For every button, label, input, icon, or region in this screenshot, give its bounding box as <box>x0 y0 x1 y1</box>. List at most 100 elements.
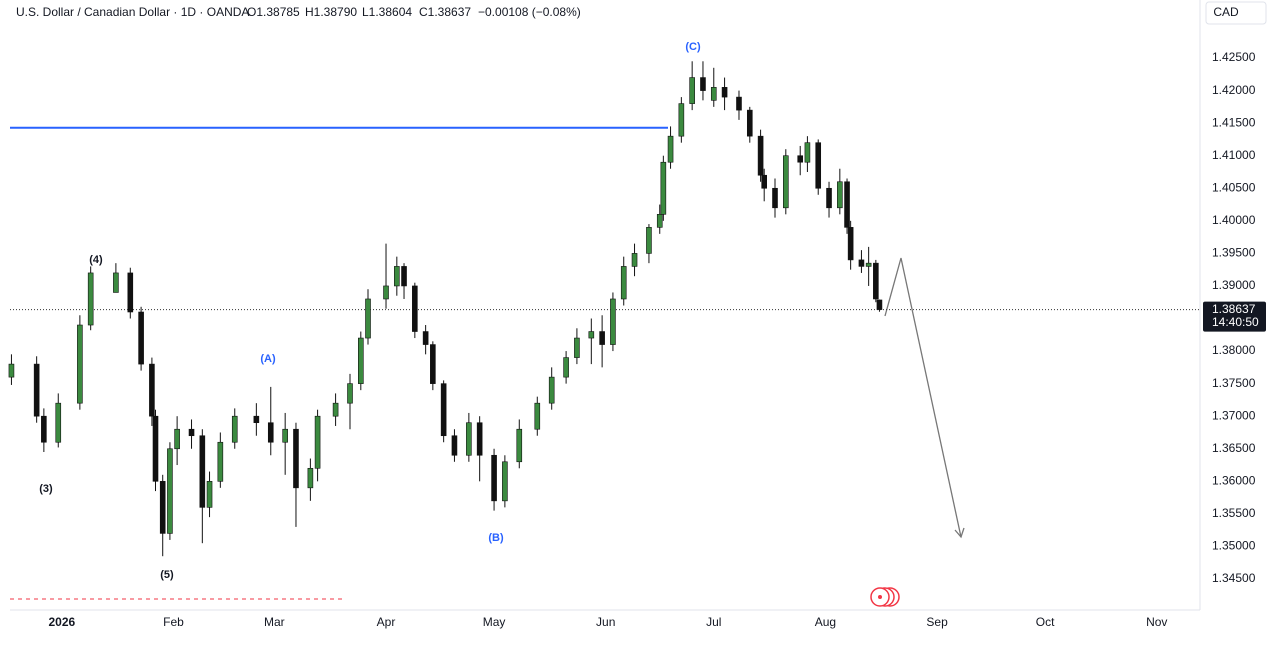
candle-body <box>516 428 523 463</box>
candle-body <box>783 155 789 209</box>
x-tick-label: Jun <box>596 615 615 629</box>
candle-body <box>746 109 753 137</box>
candle-body <box>383 285 389 300</box>
candle-body <box>588 331 595 339</box>
x-tick-label: Jul <box>706 615 721 629</box>
candle-body <box>491 454 497 502</box>
candle-body <box>757 135 764 176</box>
candle-body <box>440 383 447 437</box>
candle-body <box>430 344 436 384</box>
y-tick-label: 1.35500 <box>1212 506 1256 520</box>
candle-body <box>412 285 418 332</box>
candle-body <box>394 266 400 287</box>
candle-body <box>574 337 580 358</box>
candle-body <box>721 87 728 98</box>
x-tick-label: Apr <box>377 615 396 629</box>
wave-label: (B) <box>488 532 504 544</box>
candle-body <box>199 435 206 508</box>
candle-body <box>646 227 652 254</box>
countdown-label: 14:40:50 <box>1212 315 1259 329</box>
y-tick-label: 1.41500 <box>1212 115 1256 129</box>
candle-body <box>610 298 616 345</box>
y-tick-label: 1.36000 <box>1212 473 1256 487</box>
candle-body <box>231 415 238 443</box>
candle-body <box>206 481 213 508</box>
candle-body <box>847 227 854 261</box>
candle-body <box>678 103 685 137</box>
candle-body <box>152 415 159 482</box>
candle-body <box>55 402 62 443</box>
candle-body <box>358 337 364 384</box>
candle-body <box>710 87 717 101</box>
candle-body <box>815 142 822 189</box>
candle-body <box>174 428 180 450</box>
price-label-box <box>1203 301 1266 332</box>
candle-body <box>332 402 339 417</box>
candle-body <box>865 262 872 267</box>
candle-body <box>876 299 883 310</box>
candle-body <box>267 422 274 443</box>
candle-body <box>113 272 119 293</box>
x-tick-label: Aug <box>815 615 836 629</box>
ohlc-open: O1.38785 <box>247 5 300 19</box>
candle-body <box>736 96 742 111</box>
candle-body <box>873 262 879 300</box>
candle-body <box>620 266 627 300</box>
candle-body <box>837 181 843 209</box>
candle-body <box>188 428 195 437</box>
candle-body <box>33 363 40 417</box>
y-tick-label: 1.37000 <box>1212 408 1256 422</box>
last-price-label: 1.38637 <box>1212 302 1256 316</box>
x-tick-label: May <box>483 615 506 629</box>
candle-body <box>826 187 832 209</box>
y-tick-label: 1.38000 <box>1212 343 1256 357</box>
y-tick-label: 1.35000 <box>1212 539 1256 553</box>
candle-body <box>599 331 605 345</box>
candle-body <box>502 461 508 502</box>
candle-body <box>656 214 663 228</box>
candle-body <box>347 383 353 404</box>
wave-label: (4) <box>89 254 103 266</box>
event-icon[interactable] <box>870 587 900 607</box>
y-tick-label: 1.40500 <box>1212 180 1256 194</box>
projection-path <box>884 257 962 538</box>
event-dot[interactable] <box>878 595 882 599</box>
candle-body <box>667 135 674 163</box>
currency[interactable]: CAD <box>1213 5 1239 19</box>
ohlc-close: C1.38637 <box>419 5 471 19</box>
candle-body <box>8 363 15 378</box>
x-tick-label: Sep <box>926 615 948 629</box>
candle-body <box>159 481 166 534</box>
y-tick-label: 1.37500 <box>1212 376 1256 390</box>
candle-body <box>660 161 667 215</box>
candle-body <box>167 448 173 534</box>
x-tick-label: Nov <box>1146 615 1167 629</box>
candle-body <box>844 181 850 228</box>
candle-body <box>138 311 144 365</box>
wave-label: (C) <box>685 41 701 53</box>
candle-body <box>548 376 555 404</box>
candle-body <box>804 142 811 163</box>
candle-body <box>422 331 429 345</box>
x-tick-label: Mar <box>264 615 285 629</box>
x-tick-label: Feb <box>163 615 184 629</box>
candle-body <box>534 402 541 430</box>
wave-label: (5) <box>160 569 174 581</box>
y-tick-label: 1.34500 <box>1212 571 1256 585</box>
candle-body <box>797 155 804 163</box>
candle-body <box>476 422 483 456</box>
candle-body <box>761 174 767 189</box>
projection-arrow <box>884 257 965 539</box>
candle-body <box>401 266 407 287</box>
symbol-title: U.S. Dollar / Canadian Dollar · 1D · OAN… <box>16 5 249 19</box>
candle-body <box>307 467 314 489</box>
candle-body <box>253 415 260 424</box>
y-tick-label: 1.39000 <box>1212 278 1256 292</box>
candle-body <box>451 435 458 456</box>
candle-body <box>631 253 638 267</box>
x-tick-label: Oct <box>1036 615 1055 629</box>
currency-box[interactable] <box>1205 1 1267 25</box>
candle-body <box>77 324 83 404</box>
candle-body <box>217 441 224 482</box>
